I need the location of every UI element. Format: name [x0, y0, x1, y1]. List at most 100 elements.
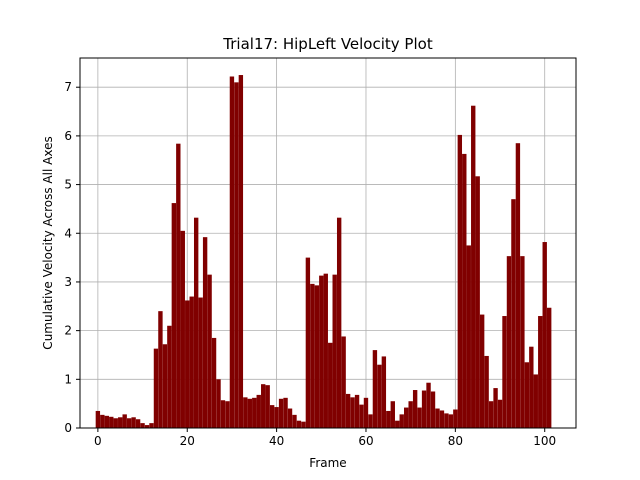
y-tick-label: 2: [64, 324, 72, 338]
x-axis-label: Frame: [309, 456, 346, 470]
plot-frame: [79, 57, 577, 429]
bar: [252, 397, 257, 428]
bar: [301, 421, 306, 428]
bar: [520, 256, 525, 428]
bar: [118, 417, 123, 428]
bar: [126, 418, 132, 428]
y-tick-label: 1: [64, 372, 72, 386]
bar: [269, 405, 275, 428]
bar: [439, 410, 445, 428]
bar: [341, 336, 346, 428]
bar: [319, 275, 324, 428]
bar: [471, 105, 476, 429]
bar: [202, 237, 208, 428]
bar: [350, 397, 355, 428]
bar: [296, 420, 302, 428]
bar: [185, 300, 190, 428]
bar: [359, 404, 364, 428]
bar: [404, 407, 409, 428]
bar: [180, 230, 185, 428]
bar: [502, 316, 507, 428]
x-tick-label: 0: [94, 434, 102, 448]
bar: [314, 285, 320, 428]
bar: [122, 414, 127, 428]
bar: [104, 415, 109, 428]
bar: [488, 401, 494, 428]
bar: [412, 390, 418, 428]
y-axis-label: Cumulative Velocity Across All Axes: [41, 136, 55, 349]
bar: [100, 414, 105, 428]
plot-background: [80, 58, 576, 428]
bar: [220, 400, 226, 428]
bar: [171, 203, 177, 428]
bar: [354, 394, 360, 428]
bar: [153, 348, 159, 428]
chart-title: Trial17: HipLeft Velocity Plot: [222, 35, 433, 53]
bar: [144, 425, 150, 428]
bar: [453, 409, 458, 428]
x-axis-ticks: 0 20 40 60 80 100: [94, 428, 556, 448]
bar: [207, 274, 212, 428]
bar: [167, 325, 172, 428]
bar: [426, 382, 431, 428]
x-tick-label: 40: [269, 434, 284, 448]
y-tick-label: 3: [64, 275, 72, 289]
bar: [435, 408, 440, 428]
bar: [113, 418, 118, 428]
bar: [109, 416, 114, 428]
bar: [466, 245, 471, 428]
bar: [395, 420, 400, 428]
y-tick-label: 0: [64, 421, 72, 435]
bar: [211, 337, 217, 428]
bar: [493, 388, 498, 428]
bar: [158, 311, 163, 428]
bar: [457, 134, 463, 429]
x-tick-label: 60: [358, 434, 373, 448]
bar: [377, 364, 382, 428]
bar: [524, 362, 530, 428]
bar: [368, 414, 373, 428]
bar: [140, 423, 145, 428]
bar: [345, 393, 351, 428]
bar: [399, 414, 404, 428]
bar: [238, 75, 244, 428]
bar: [529, 346, 534, 428]
bar: [310, 283, 315, 428]
bar: [430, 391, 436, 428]
bar: [265, 385, 270, 428]
bar: [216, 379, 221, 428]
bar: [542, 242, 547, 428]
bar: [462, 153, 467, 428]
bar: [305, 257, 311, 428]
y-tick-label: 4: [64, 226, 72, 240]
bar: [323, 273, 328, 428]
bar: [533, 374, 538, 428]
bar: [386, 410, 391, 428]
bar: [390, 401, 395, 428]
bar: [421, 390, 427, 428]
bar: [278, 398, 284, 428]
bar: [363, 397, 369, 428]
bar: [484, 355, 489, 428]
bar: [162, 344, 168, 428]
x-tick-label: 20: [180, 434, 195, 448]
bar: [547, 307, 552, 428]
bar: [225, 401, 230, 428]
bar: [198, 297, 203, 428]
bar: [381, 356, 387, 428]
bar: [149, 423, 154, 428]
bar: [408, 401, 413, 428]
bar: [131, 417, 136, 428]
bar: [448, 414, 454, 428]
bar: [475, 176, 480, 428]
bar: [135, 419, 141, 428]
bar: [332, 274, 337, 428]
bar: [193, 217, 199, 428]
bar: [189, 296, 194, 428]
bars: [95, 75, 552, 429]
bar: [229, 76, 235, 428]
bar: [372, 350, 378, 428]
y-axis-ticks: 0 1 2 3 4 5 6 7: [64, 80, 80, 435]
y-tick-label: 5: [64, 178, 72, 192]
